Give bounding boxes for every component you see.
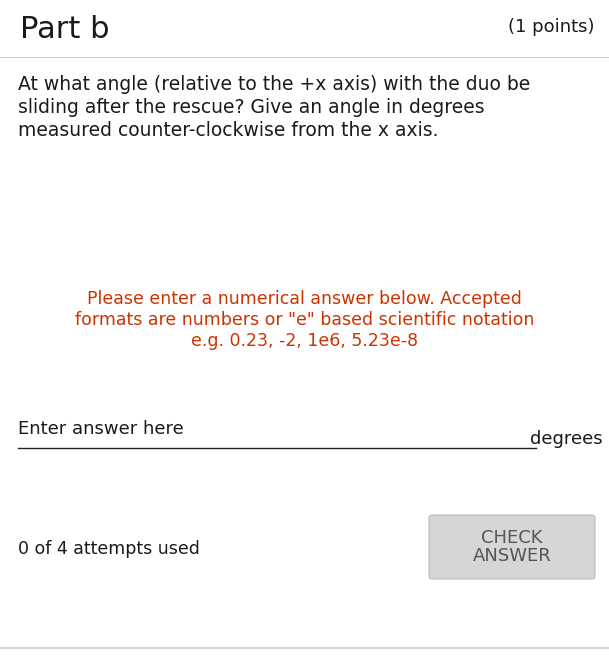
Text: Enter answer here: Enter answer here: [18, 420, 184, 438]
Text: measured counter-clockwise from the x axis.: measured counter-clockwise from the x ax…: [18, 121, 438, 140]
Text: degrees: degrees: [530, 430, 603, 448]
Text: Please enter a numerical answer below. Accepted: Please enter a numerical answer below. A…: [87, 290, 522, 308]
FancyBboxPatch shape: [429, 515, 595, 579]
Text: sliding after the rescue? Give an angle in degrees: sliding after the rescue? Give an angle …: [18, 98, 485, 117]
Text: ANSWER: ANSWER: [473, 547, 551, 565]
Text: e.g. 0.23, -2, 1e6, 5.23e-8: e.g. 0.23, -2, 1e6, 5.23e-8: [191, 332, 418, 350]
Text: (1 points): (1 points): [509, 18, 595, 36]
Text: At what angle (relative to the +x axis) with the duo be: At what angle (relative to the +x axis) …: [18, 75, 530, 94]
Text: Part b: Part b: [20, 15, 110, 44]
Text: CHECK: CHECK: [481, 529, 543, 547]
Text: 0 of 4 attempts used: 0 of 4 attempts used: [18, 540, 200, 558]
Text: formats are numbers or "e" based scientific notation: formats are numbers or "e" based scienti…: [75, 311, 534, 329]
